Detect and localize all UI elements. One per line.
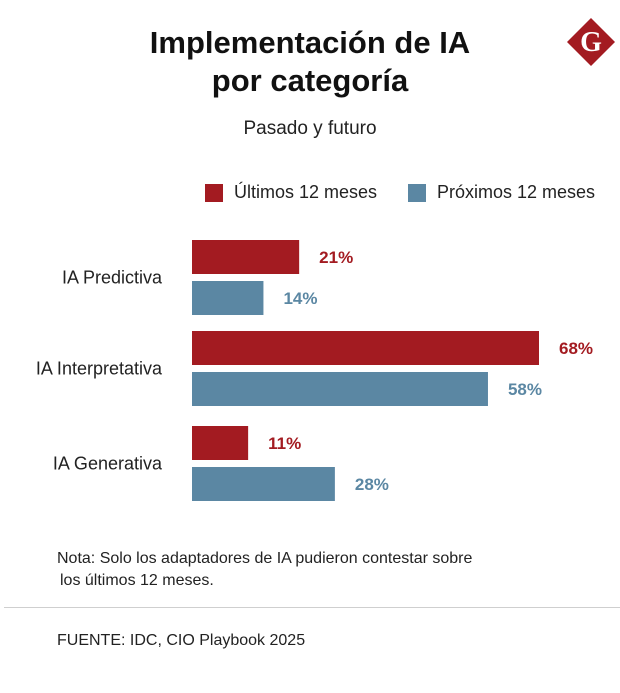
bar-ia-generativa-proximos-12-meses (192, 467, 335, 501)
brand-logo-diamond (567, 18, 615, 66)
data-label-ia-generativa-ultimos-12-meses: 11% (268, 434, 301, 453)
chart-title: Implementación de IA por categoría (0, 24, 620, 100)
bar-ia-predictiva-ultimos-12-meses (192, 240, 300, 274)
bar-ia-generativa-ultimos-12-meses (192, 426, 249, 460)
data-label-ia-generativa-proximos-12-meses: 28% (355, 475, 389, 494)
bar-ia-predictiva-proximos-12-meses (192, 281, 264, 315)
chart-title-line-1: Implementación de IA (149, 25, 471, 60)
chart-legend: Últimos 12 meses Próximos 12 meses (0, 182, 620, 208)
legend-label-last-12-months: Últimos 12 meses (234, 182, 378, 202)
legend-label-next-12-months: Próximos 12 meses (437, 182, 596, 202)
data-label-ia-predictiva-ultimos-12-meses: 21% (319, 248, 353, 267)
legend-swatch-next-12-months (408, 183, 426, 202)
brand-logo-icon: G (567, 18, 615, 66)
category-label-ia-predictiva: IA Predictiva (62, 268, 163, 288)
divider (4, 607, 620, 608)
data-label-ia-predictiva-proximos-12-meses: 14% (283, 289, 317, 308)
brand-logo-letter: G (580, 27, 602, 58)
legend-item-next-12-months: Próximos 12 meses (408, 182, 595, 203)
category-label-ia-interpretativa: IA Interpretativa (36, 359, 163, 379)
source-credit: FUENTE: IDC, CIO Playbook 2025 (57, 632, 306, 649)
chart-subtitle: Pasado y futuro (243, 118, 377, 139)
bar-ia-interpretativa-ultimos-12-meses (192, 331, 539, 365)
footnote: Nota: Solo los adaptadores de IA pudiero… (57, 548, 577, 592)
footnote-line-2: los últimos 12 meses. (60, 572, 214, 589)
bar-chart: IA Predictiva 21% 14% IA Interpretativa 68% 5… (36, 240, 593, 501)
data-label-ia-interpretativa-ultimos-12-meses: 68% (559, 339, 593, 358)
legend-swatch-last-12-months (205, 183, 223, 202)
data-label-ia-interpretativa-proximos-12-meses: 58% (508, 380, 542, 399)
bar-ia-interpretativa-proximos-12-meses (192, 372, 488, 406)
legend-item-last-12-months: Últimos 12 meses (205, 182, 377, 203)
chart-title-line-2: por categoría (211, 63, 409, 98)
footnote-line-1: Nota: Solo los adaptadores de IA pudiero… (57, 550, 473, 567)
category-label-ia-generativa: IA Generativa (53, 454, 163, 474)
